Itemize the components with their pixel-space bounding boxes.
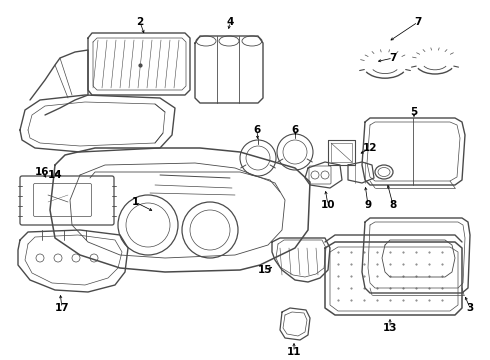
Text: 7: 7 — [390, 53, 397, 63]
Text: 17: 17 — [55, 303, 69, 313]
Text: 10: 10 — [321, 200, 335, 210]
Text: 15: 15 — [258, 265, 272, 275]
Text: 4: 4 — [226, 17, 234, 27]
Text: 8: 8 — [390, 200, 396, 210]
Text: 12: 12 — [363, 143, 377, 153]
Text: 9: 9 — [365, 200, 371, 210]
Text: 13: 13 — [383, 323, 397, 333]
Text: 11: 11 — [287, 347, 301, 357]
Text: 3: 3 — [466, 303, 474, 313]
Text: 6: 6 — [292, 125, 298, 135]
Text: 2: 2 — [136, 17, 144, 27]
Text: 1: 1 — [131, 197, 139, 207]
Text: 7: 7 — [415, 17, 422, 27]
Text: 6: 6 — [253, 125, 261, 135]
Text: 5: 5 — [410, 107, 417, 117]
Text: 16: 16 — [35, 167, 49, 177]
Text: 14: 14 — [48, 170, 62, 180]
